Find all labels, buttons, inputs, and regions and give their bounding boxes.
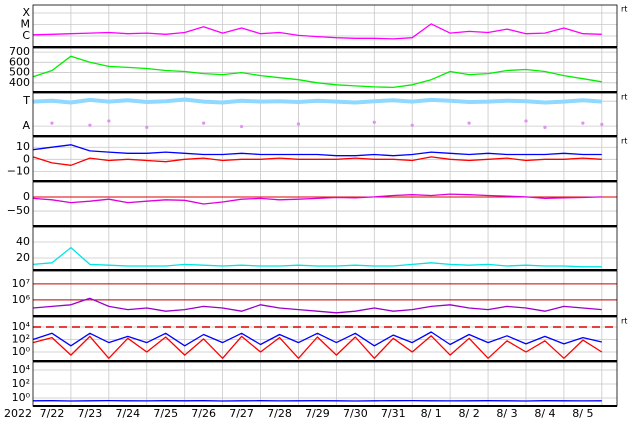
data-point bbox=[600, 122, 604, 126]
y-tick-label: C bbox=[22, 29, 30, 42]
x-tick-label: 7/26 bbox=[191, 407, 216, 420]
y-tick-label: 10⁴ bbox=[12, 320, 31, 333]
y-tick-label: 10 bbox=[16, 140, 30, 153]
y-tick-label: 500 bbox=[9, 66, 30, 79]
panel-frame bbox=[32, 181, 618, 227]
y-tick-label: 10⁰ bbox=[12, 391, 31, 404]
y-tick-label: 400 bbox=[9, 76, 30, 89]
y-tick-label: 10² bbox=[12, 377, 30, 390]
y-tick-label: 20 bbox=[16, 251, 30, 264]
x-tick-label: 7/30 bbox=[343, 407, 368, 420]
x-tick-label: 7/25 bbox=[153, 407, 178, 420]
x-tick-label: 7/27 bbox=[229, 407, 254, 420]
y-tick-label: 0 bbox=[23, 190, 30, 203]
panel-frame bbox=[32, 4, 618, 48]
data-point bbox=[581, 121, 585, 125]
data-point bbox=[410, 123, 414, 127]
panel-note: rt bbox=[621, 93, 627, 102]
series-line bbox=[32, 156, 602, 166]
series-line bbox=[32, 97, 602, 105]
y-tick-label: 10⁰ bbox=[12, 345, 31, 358]
y-tick-label: X bbox=[22, 6, 30, 19]
data-point bbox=[50, 121, 54, 125]
panel-note: rt bbox=[621, 5, 627, 14]
x-tick-label: 7/28 bbox=[267, 407, 292, 420]
x-tick-label: 7/23 bbox=[78, 407, 103, 420]
x-tick-label: 7/24 bbox=[115, 407, 140, 420]
panel-frame bbox=[32, 226, 618, 271]
x-tick-label: 7/29 bbox=[305, 407, 330, 420]
data-point bbox=[524, 119, 528, 123]
x-tick-label: 7/31 bbox=[381, 407, 406, 420]
data-point bbox=[372, 120, 376, 124]
y-tick-label: 10⁶ bbox=[12, 293, 31, 306]
data-point bbox=[202, 121, 206, 125]
y-tick-label: 10⁷ bbox=[12, 277, 30, 290]
y-tick-label: −10 bbox=[7, 164, 30, 177]
series-line bbox=[32, 246, 602, 268]
year-label: 2022 bbox=[4, 407, 32, 420]
y-tick-label: −50 bbox=[7, 204, 30, 217]
y-tick-label: 700 bbox=[9, 45, 30, 58]
data-point bbox=[239, 124, 244, 129]
series-line bbox=[32, 23, 602, 40]
y-tick-label: 10⁴ bbox=[12, 363, 31, 376]
y-tick-label: 10² bbox=[12, 333, 30, 346]
y-tick-label: 600 bbox=[9, 55, 30, 68]
x-tick-label: 8/ 4 bbox=[534, 407, 555, 420]
data-point bbox=[107, 119, 111, 123]
series-line bbox=[32, 331, 602, 347]
data-point bbox=[296, 122, 301, 126]
x-tick-label: 8/ 2 bbox=[459, 407, 480, 420]
data-point bbox=[467, 121, 471, 125]
x-tick-label: 8/ 5 bbox=[572, 407, 593, 420]
series-line bbox=[32, 144, 602, 157]
series-line bbox=[32, 55, 602, 89]
y-tick-label: A bbox=[22, 119, 30, 132]
series-line bbox=[32, 297, 602, 314]
y-tick-label: 40 bbox=[16, 235, 30, 248]
x-tick-label: 8/ 3 bbox=[496, 407, 517, 420]
series-line bbox=[32, 335, 603, 359]
data-point bbox=[543, 125, 547, 129]
series-line bbox=[32, 193, 602, 205]
panel-note: rt bbox=[621, 317, 627, 326]
x-tick-label: 8/ 1 bbox=[421, 407, 442, 420]
data-point bbox=[88, 123, 92, 127]
panel-note: rt bbox=[621, 137, 627, 146]
data-point bbox=[145, 125, 149, 129]
y-tick-label: M bbox=[21, 18, 31, 31]
y-tick-label: 0 bbox=[23, 152, 30, 165]
panel-frame bbox=[32, 270, 618, 317]
y-tick-label: T bbox=[22, 94, 30, 107]
x-tick-label: 7/22 bbox=[40, 407, 65, 420]
